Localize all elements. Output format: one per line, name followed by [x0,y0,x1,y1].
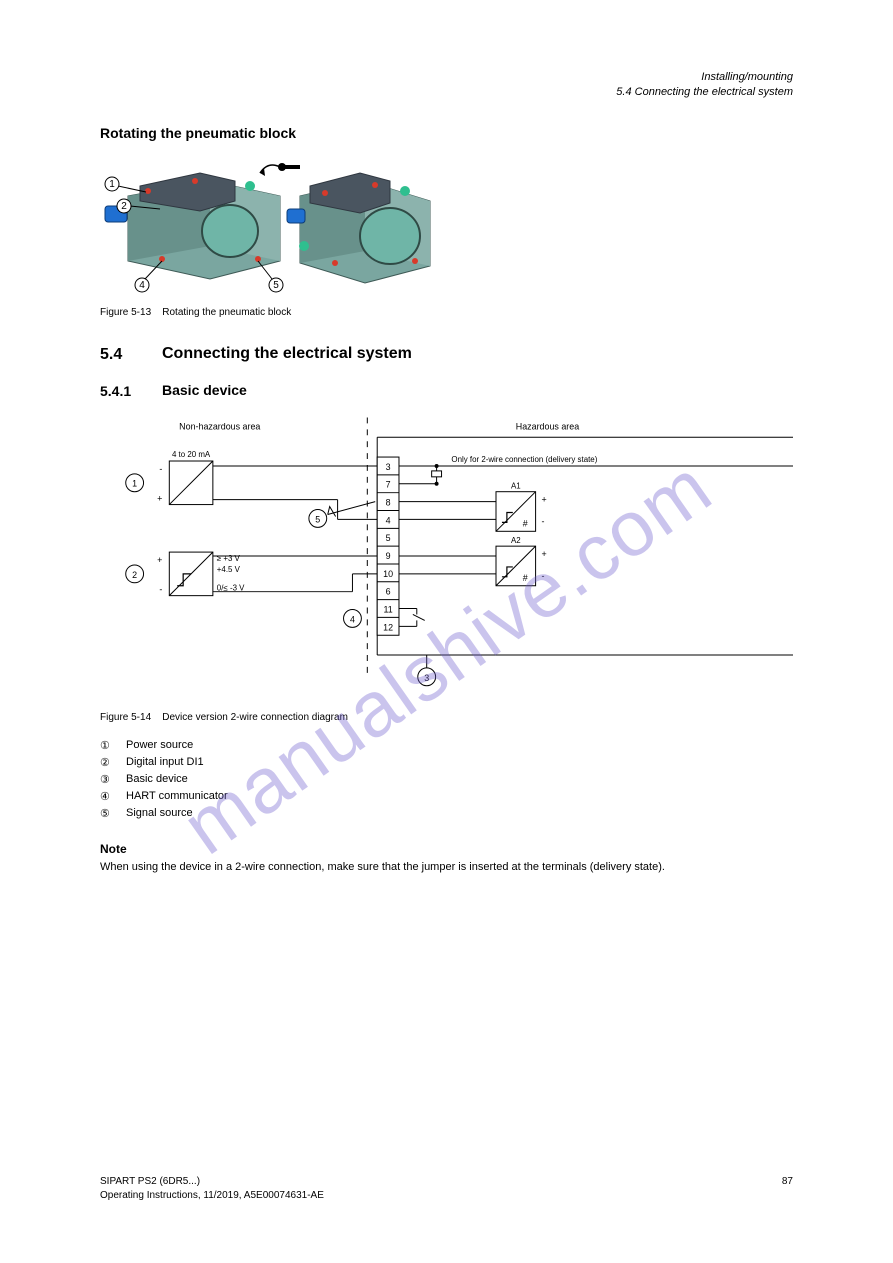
terminal-3: 3 [386,462,391,472]
wiring-figure-label: Figure 5-14 [100,712,151,723]
svg-text:#: # [523,573,528,583]
terminal-9: 9 [386,551,391,561]
footer-page-number: 87 [782,1175,793,1189]
rotate-heading: Rotating the pneumatic block [100,125,793,141]
legend-num: ③ [100,773,126,786]
product-figure-label: Figure 5-13 [100,307,151,318]
header-line-2: 5.4 Connecting the electrical system [616,85,793,100]
circle-4: 4 [350,614,355,624]
alarm-a1-block: # A1 + - [399,482,547,532]
terminal-7: 7 [386,480,391,490]
fault-a2-block: # A2 + - [399,536,547,586]
a2-label: A2 [511,536,521,545]
callout-4: 4 [139,280,145,291]
note-body: When using the device in a 2-wire connec… [100,860,793,876]
circle-3: 3 [424,673,429,683]
page-footer: SIPART PS2 (6DR5...) Operating Instructi… [100,1175,793,1203]
legend-row: ④ HART communicator [100,790,793,803]
legend-text: Digital input DI1 [126,756,793,769]
svg-text:+4.5 V: +4.5 V [217,565,241,574]
circle-1: 1 [132,479,137,489]
svg-text:#: # [523,518,528,528]
hazardous-label: Hazardous area [516,421,579,431]
section-5-4-title: Connecting the electrical system [162,345,793,363]
footer-doc-info: Operating Instructions, 11/2019, A5E0007… [100,1190,324,1201]
circle-2: 2 [132,570,137,580]
terminal-12: 12 [383,622,393,632]
digital-plus: + [157,555,162,565]
terminal-11: 11 [383,604,392,614]
legend-row: ③ Basic device [100,773,793,786]
page: Installing/mounting 5.4 Connecting the e… [0,0,893,1263]
product-illustration: 1 2 4 5 [100,151,440,301]
power-label: 4 to 20 mA [172,450,211,459]
footer-left: SIPART PS2 (6DR5...) Operating Instructi… [100,1175,324,1203]
svg-text:≥ +3 V: ≥ +3 V [217,554,241,563]
legend-text: HART communicator [126,790,793,803]
legend: ① Power source ② Digital input DI1 ③ Bas… [100,739,793,820]
a1-plus: + [542,495,547,505]
terminal-10: 10 [383,569,393,579]
note-block: Note When using the device in a 2-wire c… [100,842,793,876]
callout-2: 2 [121,201,127,212]
header-line-1: Installing/mounting [616,70,793,85]
circle-5: 5 [315,514,320,524]
power-minus: - [159,464,162,474]
wiring-figure-caption: Figure 5-14 Device version 2-wire connec… [100,712,793,723]
legend-num: ⑤ [100,807,126,820]
terminal-4: 4 [386,515,391,525]
terminal-8: 8 [386,498,391,508]
footer-product: SIPART PS2 (6DR5...) [100,1176,200,1187]
power-source-block: 4 to 20 mA - + [157,450,377,519]
legend-row: ① Power source [100,739,793,752]
section-5-4-1-title: Basic device [162,382,793,398]
non-hazardous-label: Non-hazardous area [179,421,260,431]
legend-num: ① [100,739,126,752]
note-title: Note [100,842,793,856]
wiring-diagram: Non-hazardous area Hazardous area [100,416,793,706]
legend-text: Power source [126,739,793,752]
product-figure-text: Rotating the pneumatic block [162,307,291,318]
legend-row: ② Digital input DI1 [100,756,793,769]
legend-text: Signal source [126,807,793,820]
legend-text: Basic device [126,773,793,786]
callout-5: 5 [273,280,279,291]
legend-row: ⑤ Signal source [100,807,793,820]
legend-num: ④ [100,790,126,803]
a1-label: A1 [511,482,521,491]
a1-minus: - [542,516,545,526]
digital-minus: - [159,585,162,595]
a2-plus: + [542,549,547,559]
legend-num: ② [100,756,126,769]
terminal-6: 6 [386,587,391,597]
power-plus: + [157,494,162,504]
digital-input-block: + - ≥ +3 V +4.5 V 0/≤ -3 V [157,552,377,596]
jumper-note: Only for 2-wire connection (delivery sta… [451,455,597,464]
terminal-5: 5 [386,533,391,543]
a2-minus: - [542,571,545,581]
page-header: Installing/mounting 5.4 Connecting the e… [616,70,793,101]
product-figure-caption: Figure 5-13 Rotating the pneumatic block [100,307,793,318]
callout-1: 1 [109,179,115,190]
wiring-figure-text: Device version 2-wire connection diagram [162,712,348,723]
